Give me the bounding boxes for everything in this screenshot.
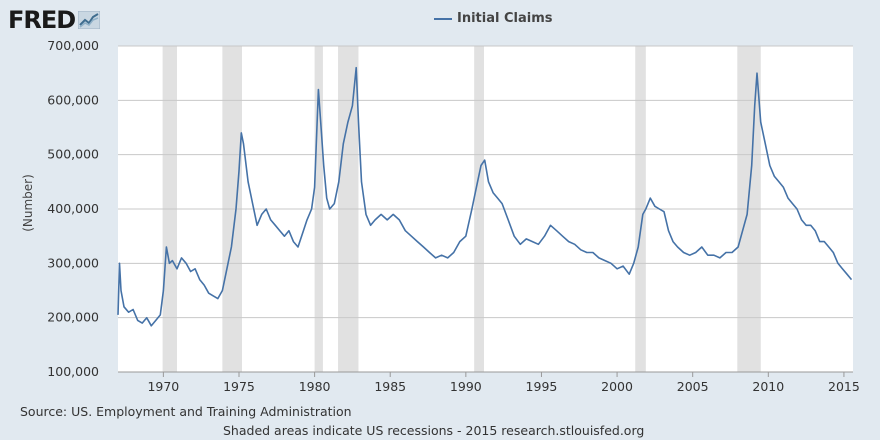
chart: 100,000 200,000 300,000 400,000 500,000 600,0… xyxy=(47,38,860,394)
x-tick-label: 1975 xyxy=(223,379,255,394)
x-tick-label: 2005 xyxy=(677,379,709,394)
y-tick-label: 200,000 xyxy=(47,310,99,325)
fred-logo: FRED xyxy=(8,6,101,34)
x-tick-label: 2010 xyxy=(752,379,784,394)
x-tick-label: 1980 xyxy=(299,379,331,394)
x-tick-label: 1995 xyxy=(526,379,558,394)
fred-logo-text: FRED xyxy=(8,6,76,34)
y-tick-label: 100,000 xyxy=(47,364,99,379)
y-tick-label: 400,000 xyxy=(47,201,99,216)
legend-label: Initial Claims xyxy=(457,11,553,26)
y-tick-label: 600,000 xyxy=(47,92,99,107)
x-tick-label: 1990 xyxy=(450,379,482,394)
y-axis-ticks: 100,000 200,000 300,000 400,000 500,000 600,0… xyxy=(47,38,99,379)
recession-note: Shaded areas indicate US recessions - 20… xyxy=(223,423,645,438)
source-text: Source: US. Employment and Training Admi… xyxy=(20,404,352,419)
fred-graph-icon xyxy=(78,11,101,29)
x-tick-label: 2015 xyxy=(828,379,860,394)
x-tick-label: 1970 xyxy=(147,379,179,394)
chart-legend: Initial Claims xyxy=(434,11,552,26)
series-line-initial-claims xyxy=(117,66,853,327)
x-tick-label: 1985 xyxy=(374,379,406,394)
x-tick-label: 2000 xyxy=(601,379,633,394)
y-tick-label: 300,000 xyxy=(47,255,99,270)
y-tick-label: 700,000 xyxy=(47,38,99,53)
y-tick-label: 500,000 xyxy=(47,147,99,162)
legend-swatch xyxy=(434,17,452,20)
x-axis-ticks: 1970 1975 1980 1985 1990 1995 2000 2005 2010 2015 xyxy=(147,372,860,394)
